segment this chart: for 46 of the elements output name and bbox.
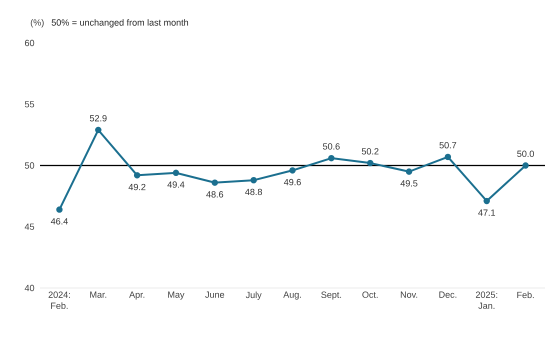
point	[56, 206, 63, 213]
data-label: 49.4	[167, 181, 184, 188]
y-axis-title: (%)	[30, 19, 44, 28]
point	[366, 160, 374, 166]
point	[134, 172, 140, 178]
data-label: 48.8	[245, 188, 262, 196]
data-label: 49.6	[284, 178, 301, 186]
point	[328, 154, 335, 162]
data-label: 49.2	[128, 184, 146, 190]
x-tick-label: Oct.	[362, 292, 378, 298]
x-tick-label: Dec.	[439, 292, 456, 298]
y-tick-label: 50	[24, 162, 34, 169]
data-label: 50.6	[322, 143, 340, 150]
point	[212, 179, 218, 186]
x-tick-label: Mar.	[90, 292, 106, 298]
data-label: 48.6	[206, 191, 224, 198]
x-tick-label: Nov.	[400, 292, 418, 298]
x-tick-label: June	[205, 292, 224, 298]
text: 50% = unchanged from last month	[52, 19, 188, 28]
data-label: 50.7	[439, 142, 456, 148]
point	[522, 162, 529, 169]
data-label: 50.2	[362, 148, 378, 155]
x-tick-label: 2025: Jan.	[476, 292, 498, 309]
point	[289, 167, 296, 174]
point	[406, 168, 412, 175]
y-tick-label: 40	[24, 284, 34, 292]
x-tick-label: May	[168, 292, 184, 300]
data-label: 49.5	[400, 180, 418, 187]
x-tick-label: Apr.	[129, 292, 144, 300]
y-tick-label: 60	[24, 40, 34, 46]
x-tick-label: 2024: Feb.	[48, 292, 70, 309]
point	[95, 126, 102, 134]
y-tick-label: 55	[24, 101, 34, 108]
point	[250, 177, 257, 184]
data-label: 52.9	[90, 115, 107, 122]
x-tick-label: Feb.	[517, 292, 534, 298]
x-tick-label: Sept.	[321, 292, 342, 300]
point	[444, 154, 452, 160]
y-tick-label: 45	[24, 224, 34, 230]
x-tick-label: Aug.	[283, 292, 301, 300]
point	[172, 170, 180, 176]
x-tick-label: July	[246, 292, 262, 300]
point	[484, 198, 490, 204]
data-label: 50.0	[517, 150, 534, 157]
data-label: 46.4	[50, 218, 68, 225]
data-label: 47.1	[478, 210, 496, 216]
